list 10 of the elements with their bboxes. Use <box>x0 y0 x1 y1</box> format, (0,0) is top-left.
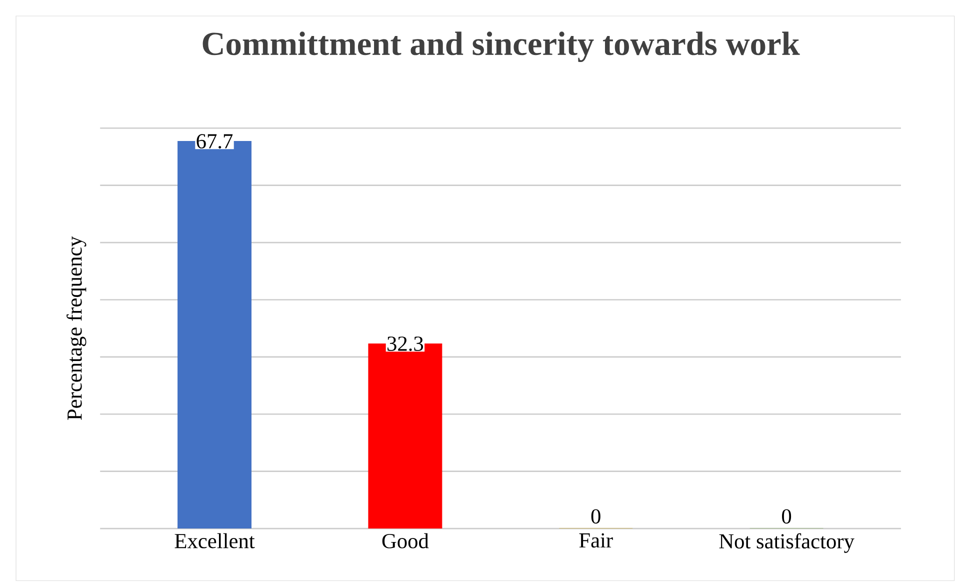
x-tick-label: Excellent <box>174 533 255 548</box>
y-axis-title: Percentage frequency <box>66 236 86 420</box>
x-tick-label: Not satisfactory <box>719 533 854 553</box>
data-label: 0 <box>782 509 792 524</box>
data-label: 32.3 <box>388 336 424 352</box>
data-label: 67.7 <box>196 134 233 149</box>
x-tick-label: Fair <box>579 533 613 548</box>
x-tick-label: Good <box>382 533 429 548</box>
chart-title: Committment and sincerity towards work <box>202 32 800 62</box>
data-label: 0 <box>591 509 600 524</box>
